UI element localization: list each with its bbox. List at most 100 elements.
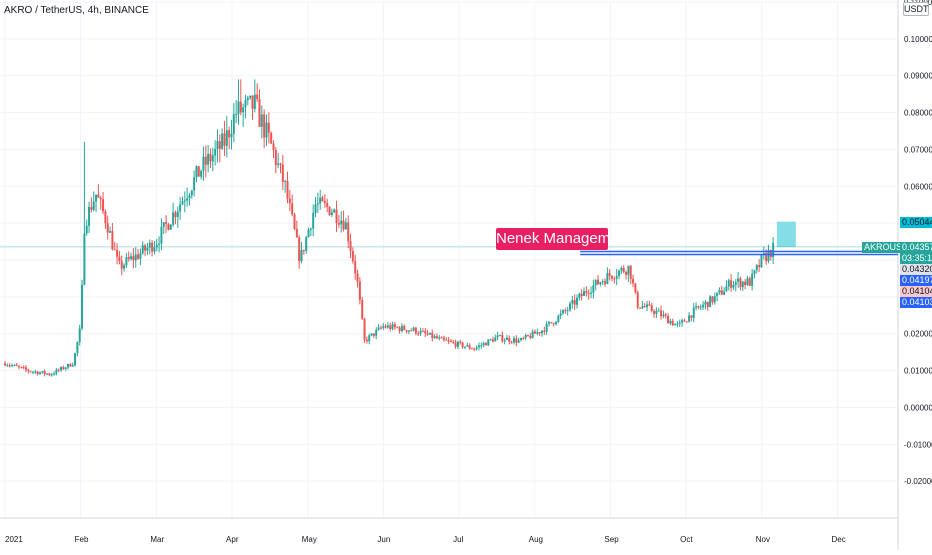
candle-body (737, 278, 740, 282)
price-tag: 0.04357 (900, 241, 932, 253)
candle-body (165, 222, 168, 225)
y-tick-label: 0.06000 (904, 182, 932, 191)
candle-body (102, 199, 105, 212)
candle-body (564, 310, 567, 312)
candle-body (251, 95, 254, 109)
candle-body (321, 197, 324, 202)
candle-body (489, 339, 492, 341)
candle-body (524, 335, 527, 339)
candle-body (342, 220, 345, 230)
candle-body (218, 141, 221, 149)
candle-body (585, 291, 588, 293)
candle-body (295, 229, 298, 238)
candle-body (225, 130, 228, 146)
candle-body (452, 341, 455, 343)
candle-body (237, 101, 240, 114)
x-tick-label: Mar (150, 535, 164, 544)
candle-body (176, 211, 179, 218)
candle-body (377, 327, 380, 330)
candle-body (162, 222, 165, 227)
candle-body (4, 363, 6, 366)
candle-body (370, 333, 373, 336)
candle-body (167, 224, 170, 230)
candle-body (620, 268, 623, 271)
candle-body (113, 249, 116, 251)
x-tick-label: May (302, 535, 317, 544)
candle-body (755, 265, 758, 271)
y-tick-label: 0.09000 (904, 72, 932, 81)
candle-body (335, 209, 338, 224)
candle-body (139, 253, 142, 259)
price-tag: 0.04320 (900, 263, 932, 275)
candle-body (207, 153, 210, 165)
candle-body (734, 281, 737, 285)
candle-body (120, 261, 123, 269)
candle-body (648, 304, 651, 306)
candle-body (256, 94, 259, 100)
candle-body (660, 310, 663, 317)
candle-body (286, 181, 289, 199)
candle-body (232, 114, 235, 134)
candle-body (748, 278, 751, 286)
candle-body (482, 343, 485, 346)
candle-body (533, 331, 536, 334)
candle-body (744, 281, 747, 286)
candle-body (536, 332, 539, 334)
candle-body (519, 338, 522, 341)
candle-body (309, 228, 312, 230)
candle-body (125, 257, 128, 266)
candle-body (634, 283, 637, 293)
candle-body (725, 286, 728, 292)
candle-body (160, 226, 163, 244)
candle-body (711, 296, 714, 303)
candle-body (78, 328, 81, 342)
candle-body (646, 304, 649, 308)
candle-body (244, 100, 247, 108)
candle-body (81, 284, 84, 329)
candle-body (587, 292, 590, 294)
candle-body (29, 371, 32, 373)
candle-body (169, 224, 172, 230)
candle-body (223, 133, 226, 146)
candle-body (515, 338, 518, 343)
candle-body (60, 367, 63, 371)
candle-body (405, 329, 408, 332)
candle-body (463, 346, 466, 348)
candle-body (571, 300, 574, 304)
candle-body (202, 156, 205, 171)
candle-body (116, 250, 119, 257)
candle-body (393, 324, 396, 328)
candle-body (62, 367, 65, 370)
candle-body (118, 256, 121, 262)
candle-body (690, 315, 693, 318)
candle-body (15, 364, 18, 367)
candle-body (522, 338, 525, 340)
candle-body (13, 364, 16, 366)
candle-body (188, 195, 191, 199)
candle-body (195, 166, 198, 178)
candle-body (569, 303, 572, 310)
target-box (776, 221, 796, 248)
candle-body (456, 341, 459, 347)
candle-body (144, 245, 147, 251)
candle-body (547, 322, 550, 324)
price-tag: 0.04103 (900, 296, 932, 308)
candle-body (146, 247, 149, 251)
candle-body (307, 229, 310, 238)
candle-body (599, 282, 602, 285)
candle-body (55, 369, 58, 374)
candle-body (18, 366, 21, 368)
candle-body (267, 122, 270, 133)
candle-body (134, 254, 137, 261)
candle-body (216, 141, 219, 149)
candle-body (643, 306, 646, 308)
candle-body (424, 330, 427, 334)
candle-body (333, 209, 336, 213)
candle-body (426, 333, 429, 335)
candle-body (137, 254, 140, 259)
currency-unit-label[interactable]: USDT (903, 2, 929, 16)
candle-body (449, 341, 452, 343)
candle-body (407, 330, 410, 332)
